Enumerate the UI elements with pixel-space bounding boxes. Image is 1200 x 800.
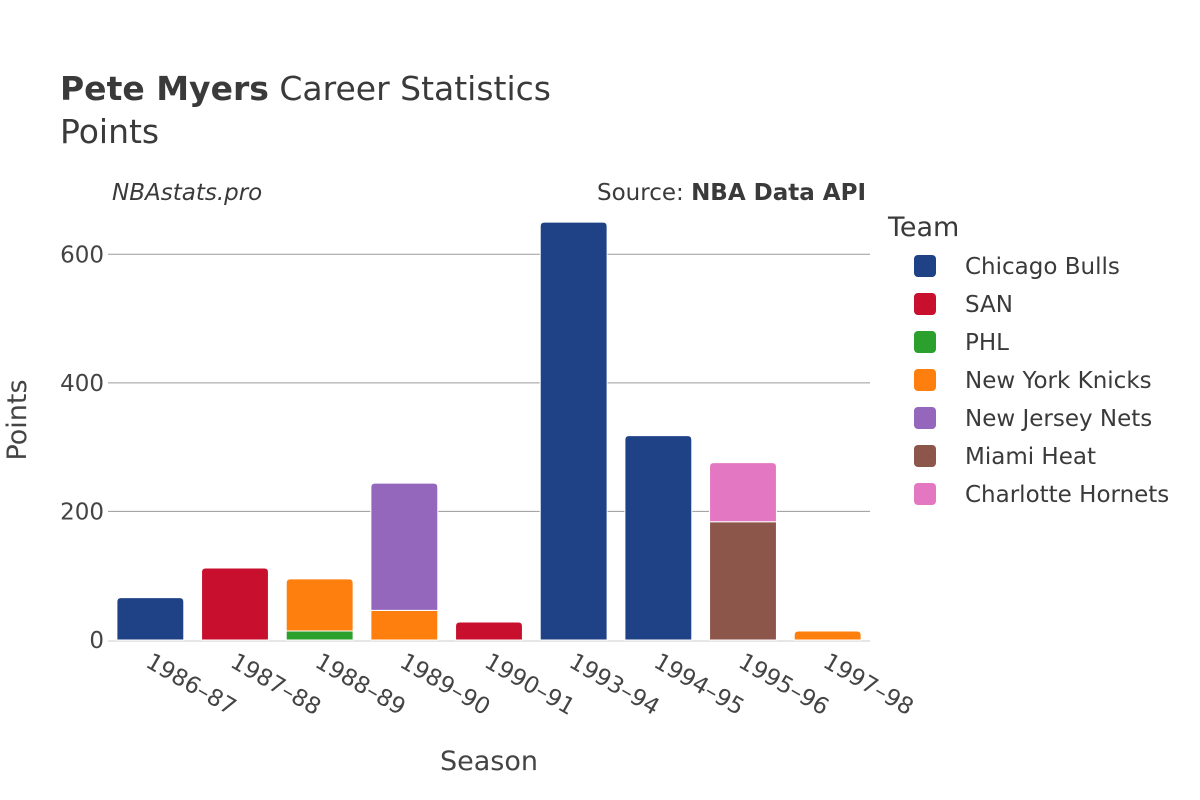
bars (116, 221, 862, 641)
legend-label: New Jersey Nets (965, 406, 1152, 432)
x-axis-title: Season (440, 746, 538, 777)
legend-swatch (914, 255, 936, 277)
source-name: NBA Data API (691, 180, 866, 206)
y-tick-label: 600 (60, 242, 104, 268)
bar-segment[interactable] (201, 567, 269, 641)
legend-swatch (914, 369, 936, 391)
x-tick-label: 1994–95 (649, 649, 748, 721)
source-label: Source: (597, 180, 691, 206)
legend-label: Chicago Bulls (965, 254, 1120, 280)
legend-label: Charlotte Hornets (965, 482, 1169, 508)
bar-segment[interactable] (285, 630, 354, 641)
x-tick-label: 1986–87 (141, 649, 240, 721)
y-tick-label: 200 (60, 499, 104, 525)
y-axis-title: Points (2, 379, 33, 460)
bar-segment[interactable] (116, 597, 185, 641)
y-axis-ticks: 0 200 400 600 (60, 242, 104, 654)
legend-label: Miami Heat (965, 444, 1096, 470)
x-axis-ticks: 1986–871987–881988–891989–901990–911993–… (141, 649, 917, 721)
bar-segment[interactable] (370, 482, 439, 611)
x-tick-label: 1987–88 (226, 649, 325, 721)
legend[interactable]: Chicago Bulls SAN PHL New York Knicks New Je… (914, 254, 1169, 508)
legend-swatch (914, 483, 936, 505)
legend-swatch (914, 407, 936, 429)
bar-segment[interactable] (709, 462, 777, 523)
x-tick-label: 1988–89 (311, 649, 410, 721)
chart-title: Pete Myers Career Statistics (60, 69, 551, 108)
x-tick-label: 1993–94 (565, 649, 664, 721)
bar-segment[interactable] (370, 609, 439, 641)
legend-title: Team (887, 212, 959, 243)
bar-segment[interactable] (624, 435, 693, 641)
y-tick-label: 400 (60, 371, 104, 397)
legend-item[interactable]: Charlotte Hornets (914, 482, 1169, 508)
legend-swatch (914, 293, 936, 315)
player-name: Pete Myers (60, 69, 269, 108)
x-tick-label: 1997–98 (819, 649, 918, 721)
legend-label: SAN (965, 292, 1013, 318)
bar-segment[interactable] (709, 521, 777, 641)
bar-segment[interactable] (285, 578, 354, 632)
chart-subtitle: Points (60, 112, 159, 151)
legend-item[interactable]: SAN (914, 292, 1013, 318)
legend-item[interactable]: New Jersey Nets (914, 406, 1152, 432)
x-tick-label: 1990–91 (480, 649, 579, 721)
legend-item[interactable]: Miami Heat (914, 444, 1096, 470)
legend-swatch (914, 445, 936, 467)
bar-segment[interactable] (793, 630, 862, 641)
legend-label: New York Knicks (965, 368, 1152, 394)
legend-item[interactable]: New York Knicks (914, 368, 1152, 394)
bar-segment[interactable] (455, 621, 523, 641)
title-rest: Career Statistics (269, 69, 551, 108)
y-tick-label: 0 (89, 628, 104, 654)
legend-swatch (914, 331, 936, 353)
legend-item[interactable]: Chicago Bulls (914, 254, 1120, 280)
x-tick-label: 1995–96 (734, 649, 833, 721)
x-tick-label: 1989–90 (395, 649, 494, 721)
legend-label: PHL (965, 330, 1009, 356)
bar-segment[interactable] (539, 221, 608, 641)
source-credit: Source: NBA Data API (597, 180, 866, 206)
legend-item[interactable]: PHL (914, 330, 1009, 356)
site-credit: NBAstats.pro (112, 180, 262, 206)
